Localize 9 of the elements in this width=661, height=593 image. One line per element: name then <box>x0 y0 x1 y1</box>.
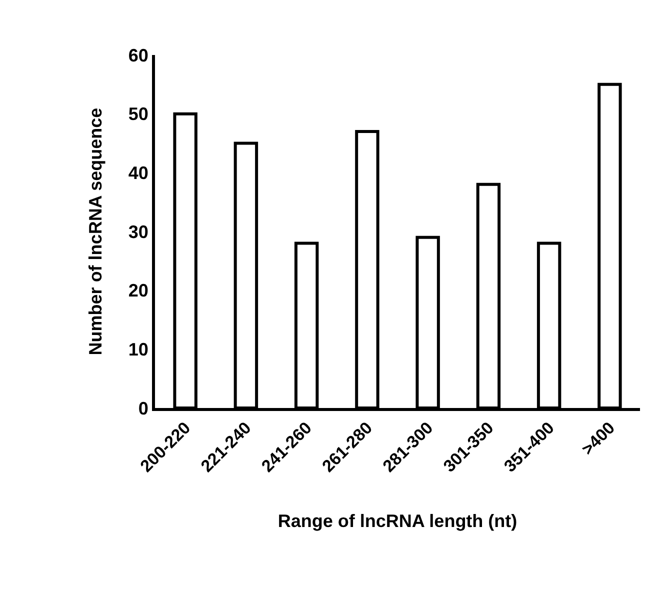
y-tick-label: 60 <box>128 45 148 66</box>
y-tick-label: 30 <box>128 222 148 242</box>
x-axis-title: Range of lncRNA length (nt) <box>278 510 518 531</box>
y-tick-label: 40 <box>128 162 148 183</box>
y-tick-label: 10 <box>128 339 148 360</box>
y-axis-title: Number of lncRNA sequence <box>86 108 106 356</box>
y-tick-label: 20 <box>128 280 148 301</box>
y-tick-label: 0 <box>138 398 148 418</box>
y-tick-label: 50 <box>128 104 148 124</box>
